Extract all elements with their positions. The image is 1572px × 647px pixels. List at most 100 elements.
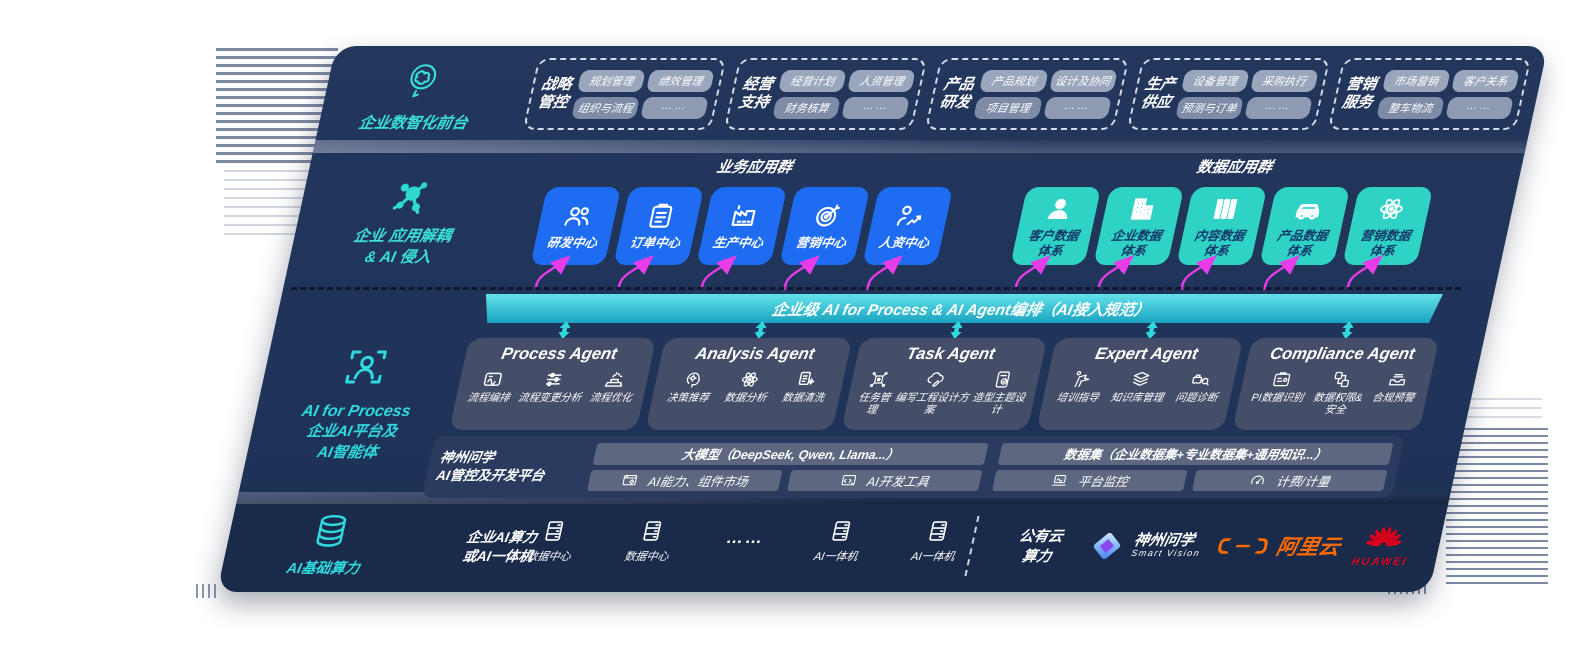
ai-layer-rail: AI for Process 企业AI平台及 AI智能体: [257, 344, 459, 463]
agent-items: PI数据识别 数据权限& 安全 合规预警: [1243, 369, 1424, 417]
platform-tool: AI开发工具: [786, 469, 983, 491]
platform-tool-label: AI能力、组件市场: [646, 474, 750, 489]
app-card: 生产中心: [696, 187, 788, 265]
agent-item-label: 编写工程设计方案: [893, 392, 971, 416]
main-panel: 企业数智化前台 战略 管控 规划管理 绩效管理 组织与流程…… 经营 支持 经营计划 人资管…: [216, 46, 1548, 592]
agent-item-label: 流程变更分析: [516, 392, 583, 404]
agent-title: Compliance Agent: [1268, 345, 1417, 363]
ai-layer-label-lines: 企业AI平台及 AI智能体: [257, 421, 442, 463]
task-grid-icon: [866, 369, 892, 390]
car-icon: [1290, 194, 1327, 224]
alert-icon: [1384, 369, 1410, 390]
module-chip: 绩效管理: [646, 69, 716, 92]
group-name: 生产 供应: [1139, 76, 1178, 111]
app-card-label: 研发中心: [545, 236, 599, 251]
agent-item-label: 流程优化: [588, 392, 634, 404]
factory-icon: [726, 201, 763, 231]
group-chips: 产品规划 设计及协同 项目管理……: [973, 69, 1118, 119]
module-chip: 产品规划: [979, 69, 1049, 92]
compute-node: AI一体机: [812, 518, 865, 564]
group-chips: 市场营销 客户关系 整车物流……: [1376, 69, 1520, 119]
agent-title: Analysis Agent: [693, 345, 817, 363]
app-card: 营销数据 体系: [1342, 187, 1434, 265]
server-icon: [636, 518, 668, 544]
front-office-label: 企业数智化前台: [356, 115, 470, 132]
dataset-bar: 数据集（企业数据集+专业数据集+通用知识...）: [997, 443, 1394, 465]
cloud-edit-icon: [923, 369, 949, 390]
agent-item: 合规预警: [1368, 369, 1420, 417]
vendor-logos: 神州问学 Smart Vision 阿里云: [1081, 510, 1419, 582]
infra-label: AI基础算力: [284, 561, 361, 577]
public-cloud-line1: 公有云: [1017, 529, 1065, 545]
huawei-logo: HUAWEI: [1350, 525, 1415, 568]
permission-icon: [1329, 369, 1355, 390]
machine-icon: [602, 369, 628, 390]
ai-layer-label-line1: AI for Process: [300, 403, 413, 420]
server-icon: [923, 518, 955, 544]
app-card: 人资中心: [862, 187, 954, 265]
module-chip: 人资管理: [847, 69, 917, 92]
module-chip: 组织与流程: [571, 96, 641, 119]
huawei-flower-icon: [1364, 525, 1405, 555]
compute-node-label: 数据中心: [623, 551, 670, 563]
sliders-icon: [541, 369, 567, 390]
agent-item-label: 问题诊断: [1174, 392, 1219, 404]
agent-item-label: 知识库管理: [1109, 392, 1165, 404]
app-layer-rail: 企业 应用解耦 & AI 侵入: [293, 176, 517, 269]
app-card: 订单中心: [613, 187, 705, 265]
agent-item: 知识库管理: [1109, 369, 1169, 405]
app-layer-band: 企业 应用解耦 & AI 侵入 业务应用群 研发中心 订单中心 生产中心 营销中心 人资…: [282, 150, 1525, 292]
person-chart-icon: [892, 201, 929, 231]
model-bar: 大模型（DeepSeek, Qwen, Llama...）: [592, 443, 989, 465]
agent-items: 决策推荐 数据分析 数据清洗: [659, 369, 838, 405]
user-icon: [1041, 194, 1078, 224]
module-chip: 市场营销: [1381, 69, 1451, 92]
module-chip: 财务核算: [772, 96, 842, 119]
decision-icon: [679, 369, 705, 390]
compute-node: 数据中心: [525, 518, 579, 564]
szwx-diamond-icon: [1085, 528, 1129, 564]
infra-rail: AI基础算力: [256, 512, 400, 578]
module-chip: ……: [841, 96, 911, 119]
agent-box: Compliance Agent PI数据识别 数据权限& 安全 合规预警: [1232, 338, 1440, 430]
compute-node: AI一体机: [910, 518, 963, 564]
dashed-vertical-divider: [964, 516, 980, 576]
szwx-logo: 神州问学 Smart Vision: [1085, 528, 1206, 564]
training-icon: [1069, 369, 1095, 390]
app-card-label: 营销中心: [794, 236, 848, 251]
agent-items: 任务管理 编写工程设计方案 造型主题设计: [852, 369, 1033, 417]
database-icon: [308, 512, 354, 550]
agent-box: Expert Agent 培训指导 知识库管理 问题诊断: [1036, 338, 1244, 430]
building-icon: [1124, 194, 1161, 224]
ai-layer-label-line2: 企业AI平台及: [305, 423, 399, 440]
platform-model-half: 大模型（DeepSeek, Qwen, Llama...） AI能力、组件市场 A…: [586, 443, 989, 491]
infrastructure-band: AI基础算力 企业AI算力 或AI一体机 数据中心 数据中心…… AI一体机 AI一体…: [216, 504, 1449, 592]
platform-tool-label: 平台监控: [1076, 474, 1130, 489]
platform-tool-label: 计费/计量: [1274, 474, 1332, 489]
agent-item-label: PI数据识别: [1250, 392, 1305, 404]
szwx-text: 神州问学 Smart Vision: [1130, 532, 1205, 559]
data-apps-column: 数据应用群 客户数据 体系 企业数据 体系 内容数据 体系 产品数据 体系 营销数据 体…: [1010, 156, 1440, 265]
clipboard-icon: [643, 201, 680, 231]
platform-name-line2: AI管控及开发平台: [434, 468, 546, 483]
public-cloud-line2: 算力: [1020, 548, 1053, 565]
ai-layer-label-line3: AI智能体: [315, 444, 380, 461]
data-apps-title: 数据应用群: [1195, 159, 1274, 176]
team-icon: [560, 201, 597, 231]
decorative-stripes-right: [1446, 428, 1548, 588]
agent-item-label: 数据权限& 安全: [1311, 392, 1364, 416]
compute-node: 数据中心: [623, 518, 677, 564]
platform-tool: 计费/计量: [1191, 469, 1388, 491]
business-apps-column: 业务应用群 研发中心 订单中心 生产中心 营销中心 人资中心: [530, 156, 960, 265]
app-groups: 业务应用群 研发中心 订单中心 生产中心 营销中心 人资中心 数据应用群 客户数据 体系…: [510, 154, 1518, 292]
group-chips: 设备管理 采购执行 预测与订单……: [1174, 69, 1319, 119]
diagnose-icon: [1188, 369, 1214, 390]
agent-item-label: 合规预警: [1370, 392, 1416, 404]
front-office-group: 生产 供应 设备管理 采购执行 预测与订单……: [1126, 58, 1331, 130]
agent-item-label: 决策推荐: [665, 392, 711, 404]
app-card-label: 生产中心: [711, 236, 765, 251]
agent-boxes: Process Agent 流程编排 流程变更分析 流程优化 Analysis Age…: [449, 338, 1440, 430]
dashed-separator-line: [290, 287, 1462, 290]
agent-item-label: 数据分析: [723, 392, 768, 404]
module-chip: 采购执行: [1249, 69, 1319, 92]
